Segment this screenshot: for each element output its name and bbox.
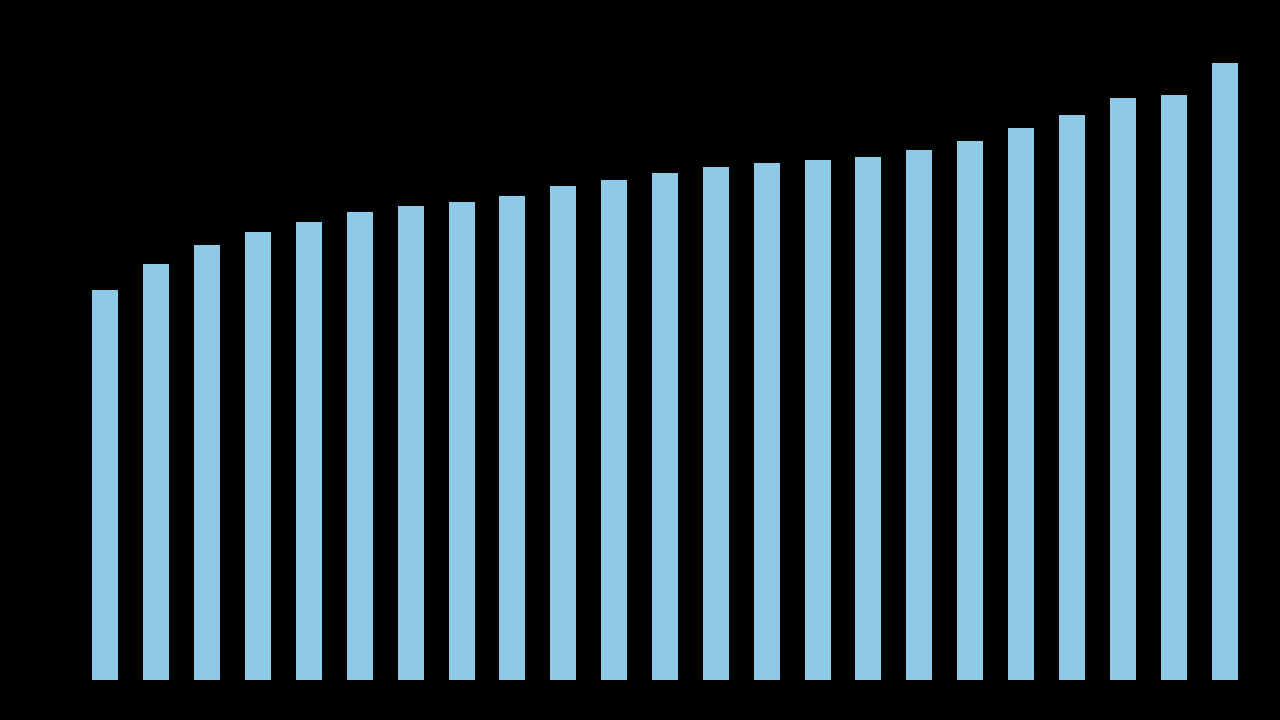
bar (703, 167, 729, 681)
bar (652, 173, 678, 680)
bar (347, 212, 373, 680)
bar (1008, 128, 1034, 681)
bar (194, 245, 220, 681)
bar (855, 157, 881, 680)
bar (398, 206, 424, 681)
bar (1161, 95, 1187, 680)
bar (754, 163, 780, 680)
bar (92, 290, 118, 680)
bar (499, 196, 525, 680)
bar (296, 222, 322, 680)
bar (1212, 63, 1238, 681)
bar (245, 232, 271, 681)
bar (143, 264, 169, 680)
bar (550, 186, 576, 680)
chart-canvas (0, 0, 1280, 720)
bar (1059, 115, 1085, 681)
bar (805, 160, 831, 680)
bar (906, 150, 932, 680)
bar (1110, 98, 1136, 680)
bar (449, 202, 475, 680)
bar (601, 180, 627, 681)
bar (957, 141, 983, 681)
